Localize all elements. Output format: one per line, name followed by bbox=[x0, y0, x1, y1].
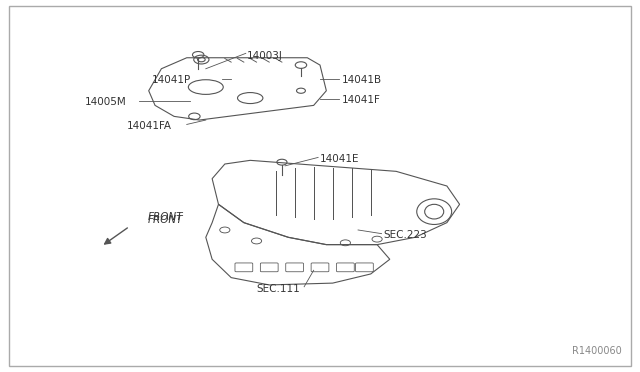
Text: FRONT: FRONT bbox=[147, 215, 183, 225]
Text: FRONT: FRONT bbox=[147, 212, 183, 222]
Text: 14041F: 14041F bbox=[342, 95, 381, 105]
Text: 14041B: 14041B bbox=[342, 75, 382, 85]
Text: R1400060: R1400060 bbox=[572, 346, 621, 356]
Text: 14041P: 14041P bbox=[152, 75, 191, 85]
Text: SEC.111: SEC.111 bbox=[257, 283, 300, 294]
Text: 14041FA: 14041FA bbox=[127, 121, 172, 131]
Text: SEC.223: SEC.223 bbox=[383, 231, 427, 240]
Text: 14003J: 14003J bbox=[247, 51, 283, 61]
Text: 14005M: 14005M bbox=[85, 97, 127, 107]
Text: 14041E: 14041E bbox=[320, 154, 360, 164]
